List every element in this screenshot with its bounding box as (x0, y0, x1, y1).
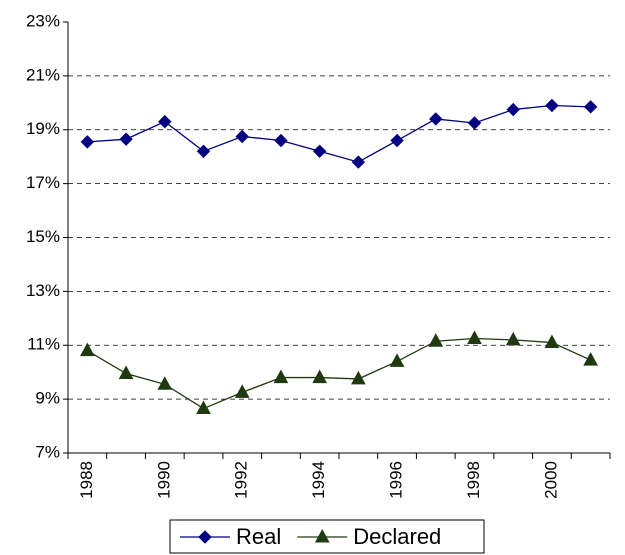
y-tick-label: 19% (26, 119, 60, 138)
y-tick-label: 15% (26, 227, 60, 246)
y-tick-label: 23% (26, 11, 60, 30)
point-marker (583, 352, 598, 366)
point-marker (312, 144, 327, 159)
y-tick-label: 21% (26, 65, 60, 84)
point-marker (314, 528, 330, 543)
point-marker (118, 365, 134, 380)
point-marker (389, 353, 405, 367)
y-tick-label: 17% (26, 173, 60, 192)
point-marker (544, 334, 560, 349)
x-tick-label: 1994 (309, 461, 328, 499)
point-marker (234, 384, 250, 398)
legend-label: Real (236, 524, 281, 549)
series-line (87, 337, 591, 410)
y-tick-label: 7% (35, 442, 60, 461)
point-marker (80, 135, 95, 149)
point-marker (467, 116, 482, 130)
point-marker (505, 331, 521, 346)
x-tick-label: 1992 (232, 461, 251, 499)
point-marker (545, 98, 559, 113)
point-marker (198, 530, 212, 544)
point-marker (196, 144, 211, 159)
point-marker (351, 155, 366, 169)
y-tick-label: 13% (26, 281, 60, 300)
x-tick-label: 1996 (387, 461, 406, 499)
x-tick-label: 1990 (154, 461, 173, 499)
point-marker (390, 133, 404, 148)
point-marker (583, 100, 598, 114)
y-tick-label: 9% (35, 389, 60, 408)
point-marker (428, 333, 444, 347)
legend-label: Declared (353, 524, 441, 549)
x-tick-label: 1988 (77, 461, 96, 499)
point-marker (119, 132, 133, 146)
point-marker (274, 133, 288, 148)
point-marker (467, 330, 482, 345)
point-marker (506, 102, 520, 117)
x-tick-label: 2000 (541, 461, 560, 499)
point-marker (312, 369, 327, 384)
point-marker (429, 112, 443, 126)
series-line (87, 104, 591, 163)
x-tick-label: 1998 (464, 461, 483, 499)
point-marker (235, 129, 249, 144)
point-marker (80, 342, 95, 357)
point-marker (273, 369, 289, 384)
y-tick-label: 11% (27, 335, 60, 354)
point-marker (158, 114, 172, 129)
point-marker (196, 400, 211, 415)
point-marker (157, 376, 173, 390)
legend: Real Declared (169, 519, 485, 554)
point-marker (351, 370, 366, 385)
